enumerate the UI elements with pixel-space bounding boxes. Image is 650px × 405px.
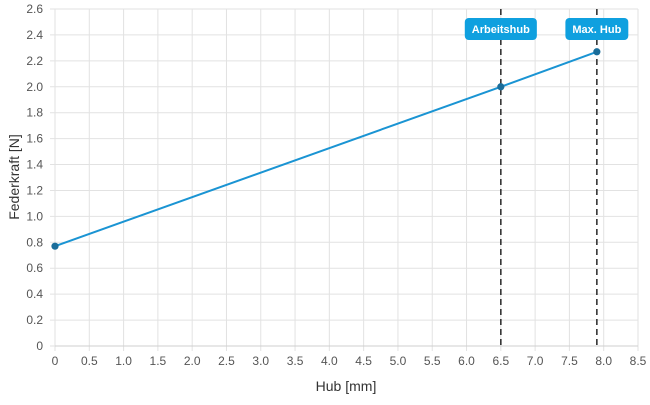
reference-lines [500,9,598,346]
x-tick-label: 8.0 [595,354,612,368]
x-tick-label: 6.0 [458,354,475,368]
annotation-label: Max. Hub [572,24,621,36]
series [51,48,601,250]
x-tick-label: 7.0 [527,354,544,368]
x-axis-title: Hub [mm] [316,378,377,394]
y-tick-label: 1.8 [26,106,43,120]
annotation-badges: Arbeitshub Max. Hub [464,18,629,40]
x-tick-label: 1.0 [115,354,132,368]
x-tick-label: 5.0 [390,354,407,368]
x-tick-label: 4.5 [355,354,372,368]
y-tick-label: 0.6 [26,261,43,275]
x-tick-label: 6.5 [492,354,509,368]
y-tick-label: 0.8 [26,235,43,249]
x-tick-label: 5.5 [424,354,441,368]
x-tick-label: 7.5 [561,354,578,368]
grid [50,8,639,351]
y-tick-label: 1.2 [26,183,43,197]
y-tick-label: 1.6 [26,132,43,146]
y-axis-title: Federkraft [N] [6,134,22,220]
x-tick-label: 3.5 [287,354,304,368]
y-tick-label: 2.2 [26,54,43,68]
y-tick-label: 2.4 [26,28,43,42]
y-tick-label: 1.0 [26,209,43,223]
axes: 0 0.5 1.0 1.5 2.0 2.5 3.0 3.5 4.0 4.5 5.0 5.5 6.0 6.5… [26,2,646,368]
y-tick-label: 2.0 [26,80,43,94]
y-tick-label: 0.2 [26,313,43,327]
x-tick-label: 0.5 [81,354,98,368]
y-tick-label: 2.6 [26,2,43,16]
x-tick-label: 2.5 [218,354,235,368]
series-line [54,50,598,248]
x-tick-label: 3.0 [252,354,269,368]
x-tick-label: 4.0 [321,354,338,368]
data-point [593,48,601,56]
y-tick-label: 0.4 [26,287,43,301]
x-tick-label: 0 [52,354,59,368]
y-tick-label: 1.4 [26,158,43,172]
data-point [497,83,505,91]
annotation-label: Arbeitshub [472,24,530,36]
annotation-badge [565,18,629,40]
x-tick-label: 2.0 [184,354,201,368]
annotation-badge [464,18,537,40]
x-tick-label: 1.5 [150,354,167,368]
data-point [51,242,59,250]
y-tick-label: 0 [36,339,43,353]
x-tick-label: 8.5 [630,354,647,368]
